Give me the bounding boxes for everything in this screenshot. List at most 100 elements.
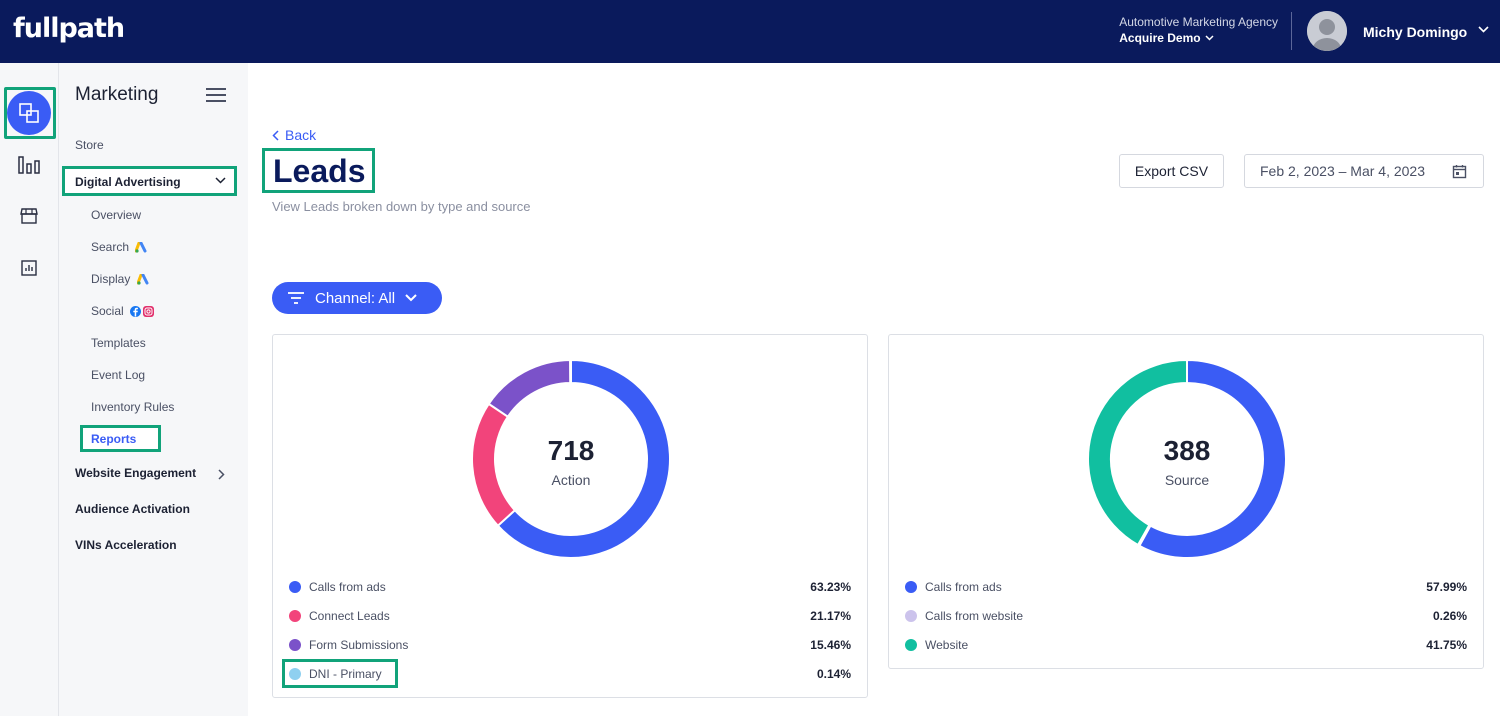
nav-item-website-engagement[interactable]: Website Engagement: [75, 466, 196, 480]
legend-value: 15.46%: [810, 638, 851, 652]
chevron-right-icon[interactable]: [218, 469, 225, 480]
legend-label: Form Submissions: [309, 638, 409, 652]
nav-item-social[interactable]: Social: [91, 304, 155, 318]
nav-item-vins-acceleration[interactable]: VINs Acceleration: [75, 538, 177, 552]
user-avatar-icon: [1307, 11, 1347, 51]
store-icon: [20, 208, 38, 224]
chevron-left-icon: [272, 129, 279, 141]
page-title: Leads: [273, 153, 366, 189]
back-link[interactable]: Back: [272, 127, 316, 143]
donut-slice-calls-from-ads[interactable]: [1138, 359, 1287, 559]
nav-item-display-label: Display: [91, 272, 131, 286]
agency-selector[interactable]: Automotive Marketing Agency Acquire Demo: [1119, 15, 1278, 45]
nav-item-digital-advertising-label: Digital Advertising: [75, 175, 181, 189]
nav-item-search-label: Search: [91, 240, 130, 254]
store-rail-button[interactable]: [17, 204, 41, 228]
legend-label: DNI - Primary: [309, 667, 382, 681]
top-bar: fullpath Automotive Marketing Agency Acq…: [0, 0, 1500, 63]
nav-item-digital-advertising[interactable]: Digital Advertising: [62, 166, 237, 196]
nav-item-store[interactable]: Store: [75, 138, 104, 152]
user-name[interactable]: Michy Domingo: [1363, 24, 1468, 40]
date-range-picker[interactable]: Feb 2, 2023 – Mar 4, 2023: [1244, 154, 1484, 188]
facebook-icon: [130, 306, 142, 318]
donut-slice-form-submissions[interactable]: [487, 359, 572, 419]
nav-title: Marketing: [75, 84, 159, 105]
hamburger-menu-icon[interactable]: [206, 88, 226, 106]
nav-item-audience-activation[interactable]: Audience Activation: [75, 502, 190, 516]
action-total: 718: [547, 435, 595, 466]
marketing-rail-button[interactable]: [7, 91, 51, 135]
highlight-box: [4, 87, 56, 139]
nav-item-reports[interactable]: Reports: [80, 425, 161, 452]
highlight-box: [282, 659, 398, 688]
channel-filter-label: Channel: All: [315, 289, 396, 307]
filter-icon: [288, 292, 304, 304]
side-nav: Marketing Store Overview Search Display …: [59, 63, 248, 716]
donut-slice-dni-primary[interactable]: [569, 359, 572, 385]
report-icon: [21, 260, 37, 276]
legend-item-calls-from-website[interactable]: Calls from website 0.26%: [905, 606, 1467, 626]
nav-item-inventory-rules[interactable]: Inventory Rules: [91, 400, 175, 414]
legend-item-website[interactable]: Website 41.75%: [905, 635, 1467, 655]
chevron-down-icon: [1205, 35, 1214, 41]
chevron-down-icon: [405, 294, 417, 302]
header-divider: [1291, 12, 1292, 50]
page-title-highlight: Leads: [262, 148, 375, 193]
donut-slice-website[interactable]: [1087, 359, 1188, 547]
legend-value: 0.26%: [1432, 609, 1467, 623]
agency-dropdown[interactable]: Acquire Demo: [1119, 31, 1278, 45]
legend-label: Calls from ads: [309, 580, 386, 594]
icon-rail: [0, 63, 59, 716]
legend-dot: [905, 610, 917, 622]
source-total: 388: [1163, 435, 1211, 466]
legend-item-calls-from-ads[interactable]: Calls from ads 57.99%: [905, 577, 1467, 597]
google-ads-icon: [136, 274, 149, 285]
source-donut-chart: [1087, 359, 1287, 559]
action-chart-card: 718 Action Calls from ads 63.23% Connect L…: [272, 334, 868, 698]
legend-value: 41.75%: [1426, 638, 1467, 652]
analytics-rail-button[interactable]: [17, 153, 41, 177]
channel-filter-button[interactable]: Channel: All: [272, 282, 442, 314]
page-subtitle: View Leads broken down by type and sourc…: [272, 199, 531, 214]
calendar-icon: [1452, 165, 1467, 179]
google-ads-icon: [135, 242, 147, 253]
legend-dot: [289, 668, 301, 680]
nav-item-social-label: Social: [91, 304, 124, 318]
chevron-down-icon: [215, 177, 226, 184]
back-link-label: Back: [285, 127, 317, 143]
legend-value: 63.23%: [810, 580, 851, 594]
instagram-icon: [143, 306, 155, 318]
action-donut-chart: [471, 359, 671, 559]
nav-item-overview[interactable]: Overview: [91, 208, 142, 222]
legend-value: 57.99%: [1426, 580, 1467, 594]
legend-item-dni-primary[interactable]: DNI - Primary 0.14%: [289, 664, 851, 684]
legend-item-form-submissions[interactable]: Form Submissions 15.46%: [289, 635, 851, 655]
agency-name: Automotive Marketing Agency: [1119, 15, 1278, 29]
legend-dot: [289, 639, 301, 651]
legend-dot: [289, 610, 301, 622]
legend-item-calls-from-ads[interactable]: Calls from ads 63.23%: [289, 577, 851, 597]
nav-item-reports-label: Reports: [91, 432, 137, 446]
fullpath-logo[interactable]: fullpath: [13, 13, 125, 44]
reports-rail-button[interactable]: [17, 256, 41, 280]
nav-item-website-engagement-label: Website Engagement: [75, 466, 197, 480]
bar-chart-icon: [18, 156, 40, 174]
nav-item-search[interactable]: Search: [91, 240, 147, 254]
user-menu-chevron-icon[interactable]: [1478, 26, 1489, 33]
nav-item-event-log[interactable]: Event Log: [91, 368, 146, 382]
legend-dot: [905, 581, 917, 593]
source-chart-card: 388 Source Calls from ads 57.99% Calls fro…: [888, 334, 1484, 669]
legend-item-connect-leads[interactable]: Connect Leads 21.17%: [289, 606, 851, 626]
export-csv-button[interactable]: Export CSV: [1119, 154, 1224, 188]
legend-label: Calls from website: [925, 609, 1024, 623]
marketing-icon: [19, 103, 39, 123]
nav-item-templates[interactable]: Templates: [91, 336, 146, 350]
legend-label: Connect Leads: [309, 609, 390, 623]
legend-dot: [905, 639, 917, 651]
nav-item-display[interactable]: Display: [91, 272, 149, 286]
avatar[interactable]: [1307, 11, 1347, 51]
agency-selected-label: Acquire Demo: [1119, 31, 1201, 45]
source-center-label: Source: [1164, 472, 1210, 488]
donut-slice-calls-from-ads[interactable]: [496, 359, 671, 559]
legend-value: 0.14%: [816, 667, 851, 681]
